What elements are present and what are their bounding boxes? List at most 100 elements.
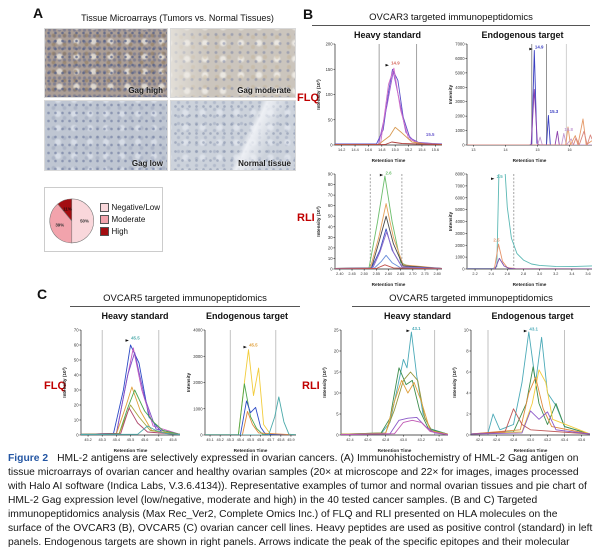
svg-text:2.40: 2.40 [336, 272, 343, 276]
svg-text:90: 90 [328, 172, 333, 177]
svg-text:2.4: 2.4 [489, 272, 494, 276]
svg-text:43.4: 43.4 [435, 438, 442, 442]
svg-text:14.9: 14.9 [535, 44, 544, 49]
svg-text:4000: 4000 [455, 85, 465, 90]
svg-text:2.50: 2.50 [360, 272, 367, 276]
legend-swatch-moderate [99, 215, 109, 224]
panel-b-col-endogenous-target: Endogenous target [481, 30, 564, 40]
svg-text:5000: 5000 [455, 207, 465, 212]
svg-text:Intensity: Intensity [186, 372, 191, 392]
svg-text:45.9: 45.9 [287, 438, 294, 442]
svg-text:Intensity (10³): Intensity (10³) [62, 367, 67, 398]
svg-text:20: 20 [334, 349, 339, 354]
panel-c-right-title: OVCAR5 targeted immunopeptidomics [352, 293, 590, 307]
gag-expression-pie-panel: 50% 39% 11% Negative/Low Moderate High [44, 187, 163, 252]
svg-text:Retention Time: Retention Time [372, 158, 406, 163]
tissue-label-normal: Normal tissue [238, 159, 291, 168]
svg-text:5000: 5000 [455, 70, 465, 75]
legend-item-negative-low: Negative/Low [99, 203, 160, 212]
svg-text:Retention Time: Retention Time [114, 448, 148, 453]
svg-text:2.60: 2.60 [385, 272, 392, 276]
svg-text:2.6: 2.6 [505, 272, 510, 276]
row-label-flq-c: FLQ [44, 380, 66, 392]
svg-text:70: 70 [74, 328, 79, 333]
svg-text:45.7: 45.7 [155, 438, 162, 442]
svg-text:43.6: 43.6 [578, 438, 585, 442]
svg-text:50: 50 [328, 214, 333, 219]
svg-text:Retention Time: Retention Time [513, 158, 547, 163]
svg-text:0: 0 [330, 143, 333, 148]
svg-text:6000: 6000 [455, 56, 465, 61]
svg-text:45.3: 45.3 [99, 438, 106, 442]
panel-a-title: Tissue Microarrays (Tumors vs. Normal Ti… [81, 13, 274, 23]
svg-text:14.8: 14.8 [378, 148, 385, 152]
svg-text:3.6: 3.6 [585, 272, 590, 276]
svg-text:2000: 2000 [455, 243, 465, 248]
tissue-image-normal: Normal tissue [170, 100, 296, 171]
chart-ovcar3-flq-endogenous: 0 1000 2000 3000 4000 5000 6000 7000 13 14 15 16 Ret… [448, 42, 592, 163]
tissue-image-gag-low: Gag low [44, 100, 168, 171]
legend-item-high: High [99, 227, 160, 236]
svg-text:30: 30 [328, 235, 333, 240]
svg-text:2.6: 2.6 [385, 170, 392, 175]
svg-text:45.6: 45.6 [257, 438, 264, 442]
svg-text:45.4: 45.4 [237, 438, 244, 442]
svg-text:6000: 6000 [455, 195, 465, 200]
svg-text:Intensity (10³): Intensity (10³) [316, 206, 321, 237]
svg-text:13: 13 [471, 148, 475, 152]
svg-text:Retention Time: Retention Time [513, 282, 547, 287]
svg-text:42.6: 42.6 [364, 438, 371, 442]
figure-caption-tag: Figure 2 [8, 453, 49, 464]
panel-a-label: A [33, 5, 44, 21]
svg-text:0: 0 [200, 433, 203, 438]
panel-c-left-col-endogenous: Endogenous target [205, 311, 288, 321]
figure-caption: Figure 2 HML-2 antigens are selectively e… [8, 452, 593, 548]
svg-text:60: 60 [328, 203, 333, 208]
svg-text:10: 10 [464, 328, 469, 333]
panel-c-right-col-endogenous: Endogenous target [491, 311, 574, 321]
svg-text:43.1: 43.1 [412, 326, 421, 331]
svg-text:0: 0 [76, 433, 79, 438]
svg-text:42.4: 42.4 [476, 438, 483, 442]
chart-ovcar3-rli-heavy: 0 10 20 30 40 50 60 70 80 90 2.40 2.45 2.50 2.55 2.60 2… [316, 170, 442, 287]
svg-text:Intensity (10³): Intensity (10³) [452, 367, 457, 398]
svg-text:14.6: 14.6 [365, 148, 372, 152]
tissue-label-gag-high: Gag high [128, 86, 163, 95]
svg-text:43.0: 43.0 [527, 438, 534, 442]
svg-text:0: 0 [336, 433, 339, 438]
svg-text:15.0: 15.0 [391, 148, 398, 152]
svg-text:15.6: 15.6 [432, 148, 439, 152]
svg-text:5: 5 [336, 412, 339, 417]
legend-label-moderate: Moderate [111, 215, 146, 224]
svg-text:15: 15 [535, 148, 539, 152]
svg-text:42.6: 42.6 [493, 438, 500, 442]
svg-text:4000: 4000 [193, 328, 203, 333]
svg-text:11%: 11% [63, 206, 72, 211]
svg-text:7000: 7000 [455, 42, 465, 47]
svg-text:15.4: 15.4 [418, 148, 425, 152]
svg-text:2.55: 2.55 [373, 272, 380, 276]
svg-text:Retention Time: Retention Time [234, 448, 268, 453]
svg-text:0: 0 [462, 267, 465, 272]
svg-text:2.65: 2.65 [397, 272, 404, 276]
svg-text:20: 20 [328, 245, 333, 250]
svg-text:2.5: 2.5 [497, 174, 504, 179]
svg-text:15.3: 15.3 [550, 109, 559, 114]
svg-text:80: 80 [328, 182, 333, 187]
svg-text:45.1: 45.1 [206, 438, 213, 442]
svg-text:2.45: 2.45 [348, 272, 355, 276]
svg-text:3000: 3000 [455, 231, 465, 236]
panel-c-left-col-heavy: Heavy standard [101, 311, 169, 321]
svg-text:4: 4 [466, 391, 469, 396]
svg-text:40: 40 [74, 373, 79, 378]
panel-c-left-title: OVCAR5 targeted immunopeptidomics [70, 293, 300, 307]
svg-text:0: 0 [466, 433, 469, 438]
svg-text:6: 6 [466, 370, 469, 375]
svg-text:1000: 1000 [455, 255, 465, 260]
tissue-image-gag-high: Gag high [44, 28, 168, 98]
svg-text:2.5: 2.5 [493, 237, 500, 242]
svg-text:Intensity (10³): Intensity (10³) [322, 367, 327, 398]
svg-text:45.6: 45.6 [141, 438, 148, 442]
svg-text:39%: 39% [55, 222, 64, 227]
